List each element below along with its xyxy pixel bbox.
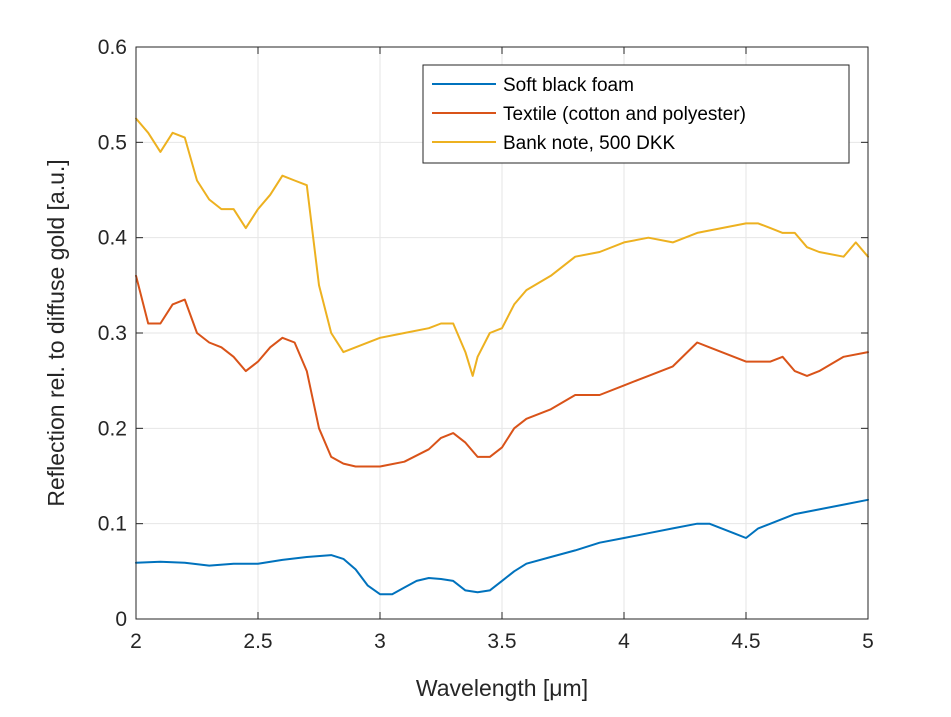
legend-label-3: Bank note, 500 DKK <box>503 133 675 154</box>
series-line-2 <box>135 274 869 468</box>
axis-ticks <box>135 46 869 620</box>
x-tick-label: 2 <box>130 630 142 653</box>
x-tick-label: 5 <box>862 630 874 653</box>
x-tick-labels: 2 2.5 3 3.5 4 4.5 5 <box>130 630 874 653</box>
y-tick-label: 0.4 <box>98 227 128 250</box>
y-tick-label: 0.6 <box>98 36 127 59</box>
y-tick-labels: 0 0.1 0.2 0.3 0.4 0.5 0.6 <box>98 36 128 631</box>
y-tick-label: 0.3 <box>98 322 127 345</box>
series-lines <box>135 117 869 596</box>
x-tick-label: 2.5 <box>243 630 272 653</box>
y-axis-title: Reflection rel. to diffuse gold [a.u.] <box>43 159 69 506</box>
y-tick-label: 0.2 <box>98 417 127 440</box>
legend-label-1: Soft black foam <box>503 75 634 96</box>
x-tick-label: 3 <box>374 630 386 653</box>
y-tick-label: 0 <box>115 608 127 631</box>
series-line-1 <box>135 498 869 596</box>
x-tick-label: 4 <box>618 630 630 653</box>
x-tick-label: 4.5 <box>731 630 760 653</box>
series-line-3 <box>135 117 869 377</box>
legend: Soft black foam Textile (cotton and polye… <box>422 64 850 164</box>
x-axis-title: Wavelength [μm] <box>416 675 588 701</box>
y-tick-label: 0.5 <box>98 131 127 154</box>
x-tick-label: 3.5 <box>487 630 516 653</box>
legend-label-2: Textile (cotton and polyester) <box>503 104 746 125</box>
y-tick-label: 0.1 <box>98 513 127 536</box>
